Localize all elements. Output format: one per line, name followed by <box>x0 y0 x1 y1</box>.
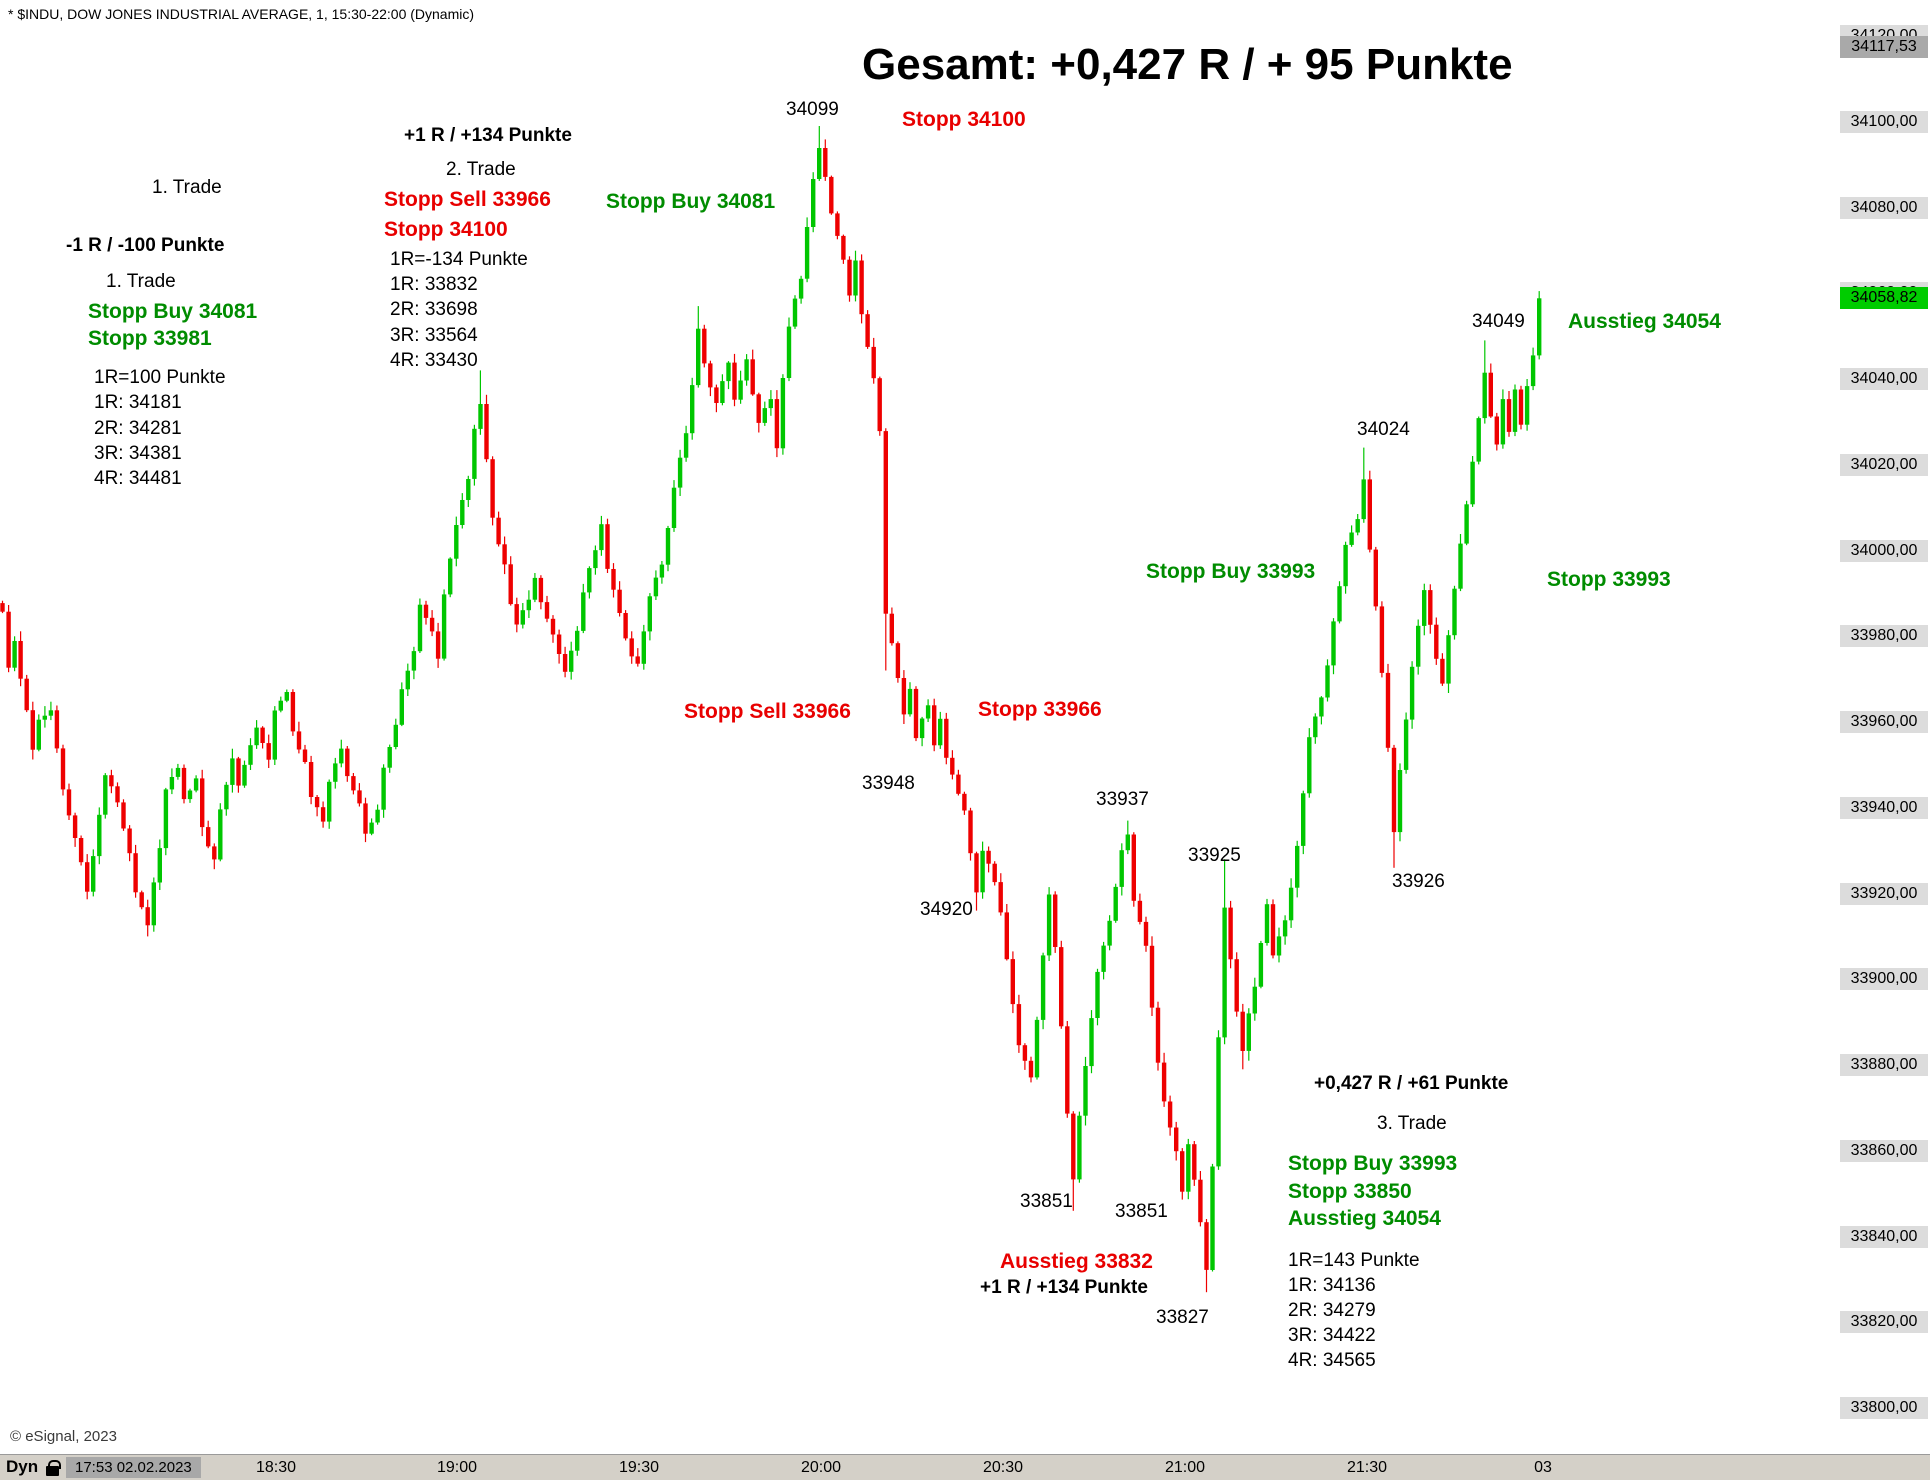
chart-annotation: 33851 <box>1115 1201 1168 1222</box>
price-tick-label: 34080,00 <box>1840 196 1928 219</box>
chart-annotation: 4R: 34565 <box>1288 1350 1376 1371</box>
chart-annotation: 1R: 33832 <box>390 274 478 295</box>
chart-annotation: 1. Trade <box>152 177 222 198</box>
price-tick-label: 33880,00 <box>1840 1054 1928 1076</box>
statusbar: Dyn 17:53 02.02.2023 18:30 19:00 19:30 20:0… <box>0 1454 1930 1480</box>
price-tick-label: 33900,00 <box>1840 968 1928 991</box>
chart-annotation: 33925 <box>1188 845 1241 866</box>
chart-annotation: 1R: 34136 <box>1288 1275 1376 1296</box>
time-tick-label: 21:30 <box>1346 1459 1388 1476</box>
time-tick-label: 19:30 <box>618 1459 660 1476</box>
time-tick-label: 20:00 <box>800 1459 842 1476</box>
price-tick-label: 34100,00 <box>1840 110 1928 133</box>
price-tick-label: 33840,00 <box>1840 1225 1928 1248</box>
last-price-badge: 34058,82 <box>1840 287 1928 310</box>
chart-annotation: 1. Trade <box>106 271 176 292</box>
chart-annotation: Stopp Buy 33993 <box>1146 560 1316 583</box>
chart-headline: Gesamt: +0,427 R / + 95 Punkte <box>862 40 1513 89</box>
chart-annotation: 1R=143 Punkte <box>1288 1250 1420 1271</box>
price-tick-label: 33820,00 <box>1840 1311 1928 1334</box>
chart-annotation: Stopp Buy 33993 <box>1288 1152 1458 1175</box>
price-tick-label: 33860,00 <box>1840 1139 1928 1162</box>
session-high-badge: 34117,53 <box>1840 35 1928 58</box>
chart-annotation: 2R: 33698 <box>390 299 478 320</box>
chart-annotation: 33851 <box>1020 1191 1073 1212</box>
chart-annotation: Stopp Buy 34081 <box>88 300 258 323</box>
time-tick-label: 18:30 <box>255 1459 297 1476</box>
chart-annotation: Stopp Sell 33966 <box>684 700 851 723</box>
chart-annotation: +0,427 R / +61 Punkte <box>1314 1073 1509 1094</box>
time-tick-label: 20:30 <box>982 1459 1024 1476</box>
chart-annotation: 34099 <box>786 99 839 120</box>
time-tick-label: 03 <box>1534 1459 1552 1476</box>
chart-annotation: 2R: 34279 <box>1288 1300 1376 1321</box>
chart-annotation: Stopp 33966 <box>978 698 1102 721</box>
chart-annotation: 1R: 34181 <box>94 392 182 413</box>
price-axis: 34120,0034100,0034080,0034060,0034040,00… <box>1838 0 1930 1454</box>
chart-annotation: Ausstieg 34054 <box>1568 310 1721 333</box>
time-tick-label: 21:00 <box>1164 1459 1206 1476</box>
chart-annotation: Stopp Sell 33966 <box>384 188 551 211</box>
price-tick-label: 34000,00 <box>1840 539 1928 562</box>
chart-annotation: Ausstieg 34054 <box>1288 1207 1441 1230</box>
chart-annotation: 1R=100 Punkte <box>94 367 226 388</box>
price-tick-label: 33920,00 <box>1840 882 1928 905</box>
chart-annotation: 3. Trade <box>1377 1113 1447 1134</box>
chart-annotation: 2. Trade <box>446 159 516 180</box>
chart-annotation: 3R: 34422 <box>1288 1325 1376 1346</box>
copyright-notice: © eSignal, 2023 <box>10 1428 117 1445</box>
chart-annotation: Stopp 34100 <box>384 218 508 241</box>
chart-annotation: 2R: 34281 <box>94 418 182 439</box>
time-tick-label: 19:00 <box>436 1459 478 1476</box>
price-tick-label: 34040,00 <box>1840 368 1928 390</box>
window-title: * $INDU, DOW JONES INDUSTRIAL AVERAGE, 1… <box>8 6 475 22</box>
chart-annotation: 33948 <box>862 773 915 794</box>
price-tick-label: 33980,00 <box>1840 625 1928 648</box>
chart-annotation: Stopp 33981 <box>88 327 212 350</box>
price-tick-label: 33960,00 <box>1840 711 1928 733</box>
price-tick-label: 33940,00 <box>1840 796 1928 819</box>
chart-annotation: 33827 <box>1156 1307 1209 1328</box>
chart-annotation: 4R: 34481 <box>94 468 182 489</box>
chart-annotation: 33926 <box>1392 871 1445 892</box>
chart-annotation: 34049 <box>1472 311 1525 332</box>
chart-annotation: +1 R / +134 Punkte <box>980 1277 1148 1298</box>
price-tick-label: 34020,00 <box>1840 453 1928 476</box>
chart-annotation: 3R: 34381 <box>94 443 182 464</box>
chart-annotation: Ausstieg 33832 <box>1000 1250 1153 1273</box>
chart-annotation: Stopp Buy 34081 <box>606 190 776 213</box>
chart-annotation: 34024 <box>1357 419 1410 440</box>
statusbar-timestamp[interactable]: 17:53 02.02.2023 <box>66 1457 201 1478</box>
lock-icon <box>46 1460 61 1476</box>
chart-annotation: +1 R / +134 Punkte <box>404 125 572 146</box>
chart-annotation: Stopp 33993 <box>1547 568 1671 591</box>
chart-annotation: 1R=-134 Punkte <box>390 249 528 270</box>
chart-annotation: Stopp 33850 <box>1288 1180 1412 1203</box>
dyn-mode-label: Dyn <box>6 1457 39 1476</box>
chart-annotation: Stopp 34100 <box>902 108 1026 131</box>
chart-annotation: 3R: 33564 <box>390 325 478 346</box>
chart-annotation: 34920 <box>920 899 973 920</box>
price-tick-label: 33800,00 <box>1840 1397 1928 1419</box>
chart-annotation: 4R: 33430 <box>390 350 478 371</box>
chart-annotation: -1 R / -100 Punkte <box>66 235 225 256</box>
candlestick-chart[interactable] <box>0 0 1838 1454</box>
chart-annotation: 33937 <box>1096 789 1149 810</box>
